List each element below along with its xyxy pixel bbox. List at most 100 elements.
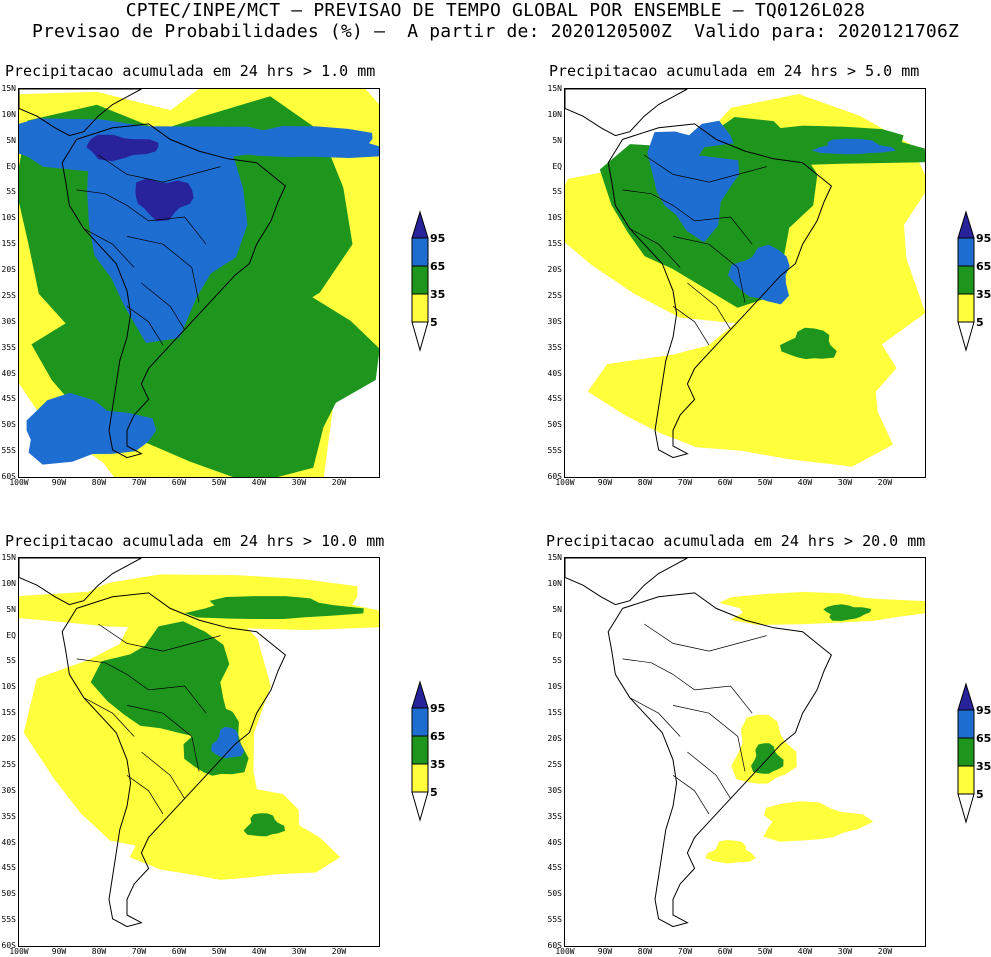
longitude-tick-label: 60W xyxy=(717,947,733,956)
latitude-tick-label: 5S xyxy=(552,187,562,197)
longitude-tick-label: 80W xyxy=(91,478,107,487)
latitude-tick-label: 45S xyxy=(1,863,16,873)
latitude-tick-label: EQ xyxy=(6,161,16,171)
legend-label: 95 xyxy=(976,704,991,717)
longitude-tick-label: 50W xyxy=(757,478,773,487)
latitude-tick-label: 60S xyxy=(547,941,562,950)
latitude-tick-label: 15N xyxy=(547,553,562,562)
legend-swatch xyxy=(957,210,975,239)
probability-area-green xyxy=(823,604,872,621)
probability-legend: 95 65 35 5 xyxy=(410,680,490,830)
country-border xyxy=(672,236,746,303)
latitude-tick-label: EQ xyxy=(552,161,562,171)
longitude-tick-label: 100W xyxy=(555,947,575,956)
longitude-tick-label: 40W xyxy=(251,947,267,956)
country-border xyxy=(644,154,767,183)
legend-swatch xyxy=(411,707,429,737)
country-border xyxy=(672,775,710,815)
latitude-tick-label: 35S xyxy=(1,811,16,821)
country-border xyxy=(644,623,767,652)
latitude-tick-label: 5N xyxy=(552,135,562,145)
latitude-tick-label: 50S xyxy=(1,420,16,430)
country-border xyxy=(141,751,185,799)
legend-swatch xyxy=(411,791,429,822)
longitude-tick-label: 20W xyxy=(877,947,893,956)
longitude-tick-label: 60W xyxy=(717,478,733,487)
latitude-tick-label: 20S xyxy=(547,265,562,275)
legend-swatch xyxy=(957,765,975,795)
latitude-tick-label: 45S xyxy=(547,394,562,404)
longitude-tick-label: 90W xyxy=(51,947,67,956)
longitude-tick-label: 80W xyxy=(637,947,653,956)
latitude-tick-label: 50S xyxy=(547,889,562,899)
latitude-tick-label: 55S xyxy=(547,915,562,925)
legend-swatch xyxy=(411,680,429,709)
south-america-outline xyxy=(607,592,833,928)
legend-label: 65 xyxy=(976,732,991,745)
latitude-tick-label: 55S xyxy=(1,915,16,925)
latitude-tick-label: 10N xyxy=(547,109,562,119)
latitude-tick-label: 25S xyxy=(547,759,562,769)
longitude-tick-label: 20W xyxy=(331,947,347,956)
legend-swatch xyxy=(411,265,429,295)
country-border xyxy=(98,154,221,183)
legend-swatch xyxy=(957,793,975,824)
latitude-tick-label: 30S xyxy=(1,785,16,795)
central-america-outline xyxy=(565,89,688,137)
longitude-tick-label: 70W xyxy=(677,947,693,956)
south-america-outline xyxy=(61,123,287,459)
legend-label: 35 xyxy=(976,760,991,773)
central-america-outline xyxy=(19,89,142,137)
country-border xyxy=(672,306,710,346)
probability-area-green xyxy=(90,621,230,740)
latitude-tick-label: 10N xyxy=(1,109,16,119)
map-canvas xyxy=(19,558,379,928)
country-border xyxy=(141,282,185,330)
latitude-tick-label: 15S xyxy=(547,239,562,249)
latitude-tick-label: 30S xyxy=(1,316,16,326)
legend-swatch xyxy=(957,682,975,711)
legend-label: 35 xyxy=(976,288,991,301)
panel-title: Precipitacao acumulada em 24 hrs > 10.0 … xyxy=(5,532,385,550)
longitude-tick-label: 60W xyxy=(171,947,187,956)
latitude-tick-label: 5S xyxy=(6,187,16,197)
legend-label: 5 xyxy=(976,788,984,801)
country-border xyxy=(126,775,164,815)
latitude-tick-label: 50S xyxy=(1,889,16,899)
longitude-tick-label: 40W xyxy=(797,478,813,487)
country-border xyxy=(687,751,731,799)
map-canvas xyxy=(565,89,925,467)
country-border xyxy=(622,658,753,714)
probability-legend: 95 65 35 5 xyxy=(956,682,991,832)
probability-area-navy xyxy=(86,134,159,162)
legend-swatch xyxy=(957,293,975,323)
legend-swatch xyxy=(411,735,429,765)
probability-area-yellow xyxy=(763,801,874,842)
longitude-tick-label: 100W xyxy=(555,478,575,487)
probability-area-yellow xyxy=(705,840,756,864)
figure-subtitle: Previsao de Probabilidades (%) – A parti… xyxy=(31,21,960,42)
map-canvas xyxy=(565,558,925,928)
legend-swatch xyxy=(957,709,975,739)
latitude-tick-label: EQ xyxy=(552,630,562,640)
longitude-tick-label: 50W xyxy=(757,947,773,956)
central-america-outline xyxy=(19,558,142,606)
country-border xyxy=(76,189,207,245)
country-border xyxy=(83,697,135,737)
country-border xyxy=(83,228,135,268)
latitude-tick-label: 60S xyxy=(547,472,562,481)
probability-area-yellow xyxy=(587,313,897,467)
longitude-tick-label: 50W xyxy=(211,947,227,956)
latitude-tick-label: 25S xyxy=(1,759,16,769)
probability-area-blue xyxy=(189,126,379,158)
probability-area-navy xyxy=(135,178,194,222)
latitude-tick-label: 45S xyxy=(1,394,16,404)
latitude-tick-label: 25S xyxy=(547,290,562,300)
latitude-tick-label: 5N xyxy=(552,604,562,614)
country-border xyxy=(672,705,746,772)
latitude-tick-label: 20S xyxy=(547,734,562,744)
probability-map xyxy=(564,88,926,478)
latitude-tick-label: 20S xyxy=(1,734,16,744)
legend-swatch xyxy=(957,237,975,267)
longitude-tick-label: 70W xyxy=(131,947,147,956)
